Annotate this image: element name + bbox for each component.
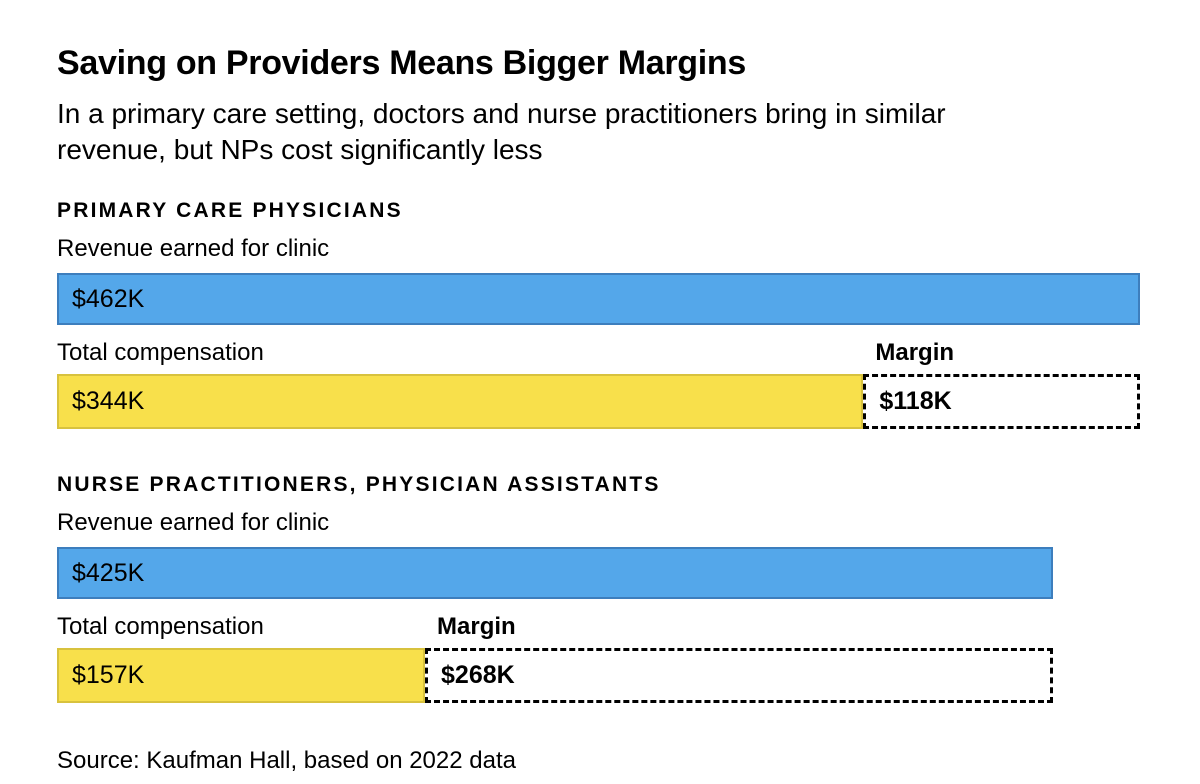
group-primary-care-physicians: PRIMARY CARE PHYSICIANS Revenue earned f…: [57, 199, 1140, 429]
group-header: PRIMARY CARE PHYSICIANS: [57, 199, 403, 222]
source-note: Source: Kaufman Hall, based on 2022 data: [57, 747, 516, 774]
page-subtitle: In a primary care setting, doctors and n…: [57, 96, 1200, 168]
compensation-bar: $344K: [57, 374, 864, 429]
labels-row: Total compensation Margin: [57, 613, 1140, 640]
compensation-margin-row: $157K $268K: [57, 648, 1140, 703]
revenue-label: Revenue earned for clinic: [57, 509, 330, 536]
compensation-label: Total compensation: [57, 339, 264, 366]
margin-box: $268K: [425, 648, 1054, 703]
compensation-label: Total compensation: [57, 613, 264, 640]
compensation-value: $157K: [72, 661, 145, 689]
compensation-margin-row: $344K $118K: [57, 374, 1140, 429]
labels-row: Total compensation Margin: [57, 339, 1140, 366]
margin-value: $118K: [879, 387, 952, 415]
revenue-value: $462K: [72, 284, 145, 313]
subtitle-line-2: revenue, but NPs cost significantly less: [57, 134, 543, 165]
margin-label: Margin: [437, 613, 516, 640]
compensation-bar: $157K: [57, 648, 426, 703]
compensation-value: $344K: [72, 387, 145, 415]
revenue-bar: $462K: [57, 273, 1140, 325]
margin-box: $118K: [863, 374, 1140, 429]
subtitle-line-1: In a primary care setting, doctors and n…: [57, 98, 946, 129]
chart-area: PRIMARY CARE PHYSICIANS Revenue earned f…: [57, 199, 1140, 775]
margin-value: $268K: [441, 661, 515, 689]
group-nurse-practitioners: NURSE PRACTITIONERS, PHYSICIAN ASSISTANT…: [57, 473, 1140, 703]
revenue-value: $425K: [72, 558, 145, 587]
page-title: Saving on Providers Means Bigger Margins: [57, 44, 746, 82]
margin-label: Margin: [875, 339, 955, 366]
revenue-bar: $425K: [57, 547, 1054, 599]
revenue-label: Revenue earned for clinic: [57, 235, 330, 262]
group-header: NURSE PRACTITIONERS, PHYSICIAN ASSISTANT…: [57, 473, 661, 496]
